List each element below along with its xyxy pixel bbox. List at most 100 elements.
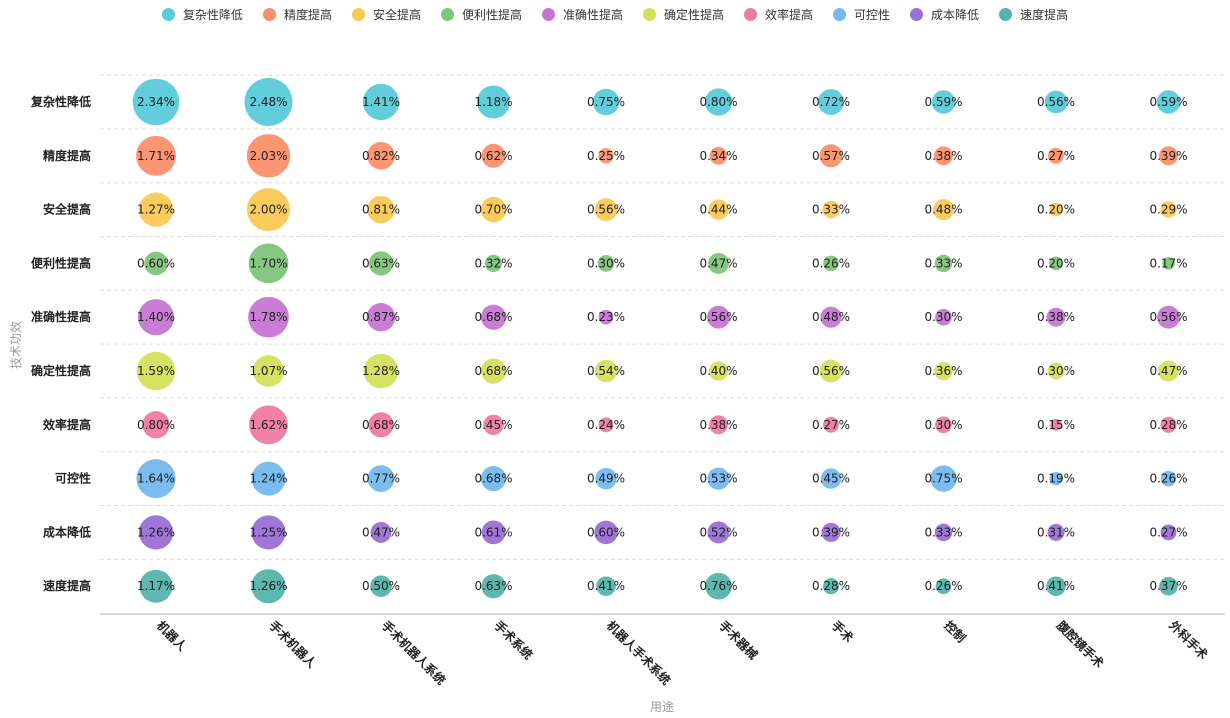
y-tick-label: 安全提高 [43,202,91,217]
legend-item[interactable]: 便利性提高 [440,6,522,23]
data-label: 0.28% [1149,418,1187,432]
data-label: 0.15% [1037,418,1075,432]
bubble [709,146,728,165]
data-label: 0.34% [699,149,737,163]
data-label: 0.20% [1037,203,1075,217]
bubble [480,304,507,330]
bubble [704,88,733,116]
x-tick-label: 控制 [941,618,969,646]
bubble [1044,90,1068,114]
data-label: 0.48% [924,203,962,217]
y-tick-label: 精度提高 [43,148,91,163]
x-tick-label: 手术机器人 [266,618,320,672]
data-label: 0.32% [474,256,512,270]
bubble [138,515,174,550]
data-label: 0.37% [1149,579,1187,593]
data-label: 0.45% [812,472,850,486]
data-label: 0.33% [924,256,962,270]
legend-item[interactable]: 复杂性降低 [161,6,243,23]
bubble [934,523,953,542]
bubble [594,520,618,545]
bubble [598,417,614,433]
bubble [252,355,285,387]
bubble [1048,147,1064,164]
legend-item[interactable]: 可控性 [833,6,890,23]
bubble [822,200,840,219]
data-label: 0.56% [812,364,850,378]
legend-item[interactable]: 确定性提高 [643,6,724,23]
bubble [934,361,953,381]
data-label: 1.41% [362,95,400,109]
data-label: 0.56% [1149,310,1187,324]
bubble [598,309,614,325]
data-label: 0.20% [1037,256,1075,270]
bubble [1046,307,1066,327]
bubble [932,199,955,221]
legend-marker [643,8,656,21]
bubble [366,302,396,332]
legend-item[interactable]: 安全提高 [351,6,421,23]
data-label: 0.61% [474,525,512,539]
data-label: 0.30% [924,310,962,324]
legend-item[interactable]: 准确性提高 [541,6,623,23]
data-label: 0.30% [587,256,625,270]
data-label: 0.33% [812,203,850,217]
legend-item[interactable]: 效率提高 [744,6,813,23]
y-tick-label: 确定性提高 [31,363,91,378]
data-label: 0.68% [474,472,512,486]
bubble [1047,523,1065,541]
data-label: 0.48% [812,310,850,324]
bubble [137,299,175,336]
bubble [251,461,286,496]
bubble [821,522,841,542]
bubble [1049,202,1063,217]
data-label: 0.60% [587,525,625,539]
bubble [139,569,173,603]
data-label: 0.75% [924,472,962,486]
bubble [595,467,617,490]
legend-item[interactable]: 精度提高 [262,6,332,23]
bubble [598,148,614,164]
bubble [1158,146,1179,166]
legend-marker [744,8,758,21]
data-label: 1.17% [137,579,175,593]
legend-item[interactable]: 成本降低 [910,6,979,23]
data-label: 1.26% [249,579,287,593]
data-label: 0.57% [812,149,850,163]
data-label: 0.44% [699,203,737,217]
bubble [823,255,839,272]
data-label: 0.38% [1037,310,1075,324]
data-label: 0.39% [1149,149,1187,163]
data-label: 0.27% [812,418,850,432]
bubble [818,89,844,115]
x-tick-label: 手术 [829,618,857,646]
bubble [596,576,616,596]
legend-item[interactable]: 速度提高 [999,6,1068,23]
bubble [709,415,728,435]
bubble [819,144,843,168]
bubble [480,466,507,492]
data-label: 1.28% [362,364,400,378]
bubble [367,195,395,224]
bubble [820,468,842,489]
bubble [244,78,293,126]
data-label: 0.30% [924,418,962,432]
bubble [1162,257,1175,270]
legend-marker [262,8,276,21]
bubble [481,520,506,545]
bubble [132,78,180,126]
data-label: 0.19% [1037,472,1075,486]
bubble [822,578,840,595]
data-label: 0.39% [812,525,850,539]
data-label: 0.27% [1037,149,1075,163]
x-tick-label: 外科手术 [1166,618,1211,663]
bubble [707,305,730,329]
data-label: 1.62% [249,418,287,432]
bubble [934,254,953,273]
data-label: 0.59% [1149,95,1187,109]
data-label: 0.29% [1149,203,1187,217]
data-label: 0.56% [1037,95,1075,109]
legend-marker [161,8,175,21]
data-label: 0.25% [587,149,625,163]
